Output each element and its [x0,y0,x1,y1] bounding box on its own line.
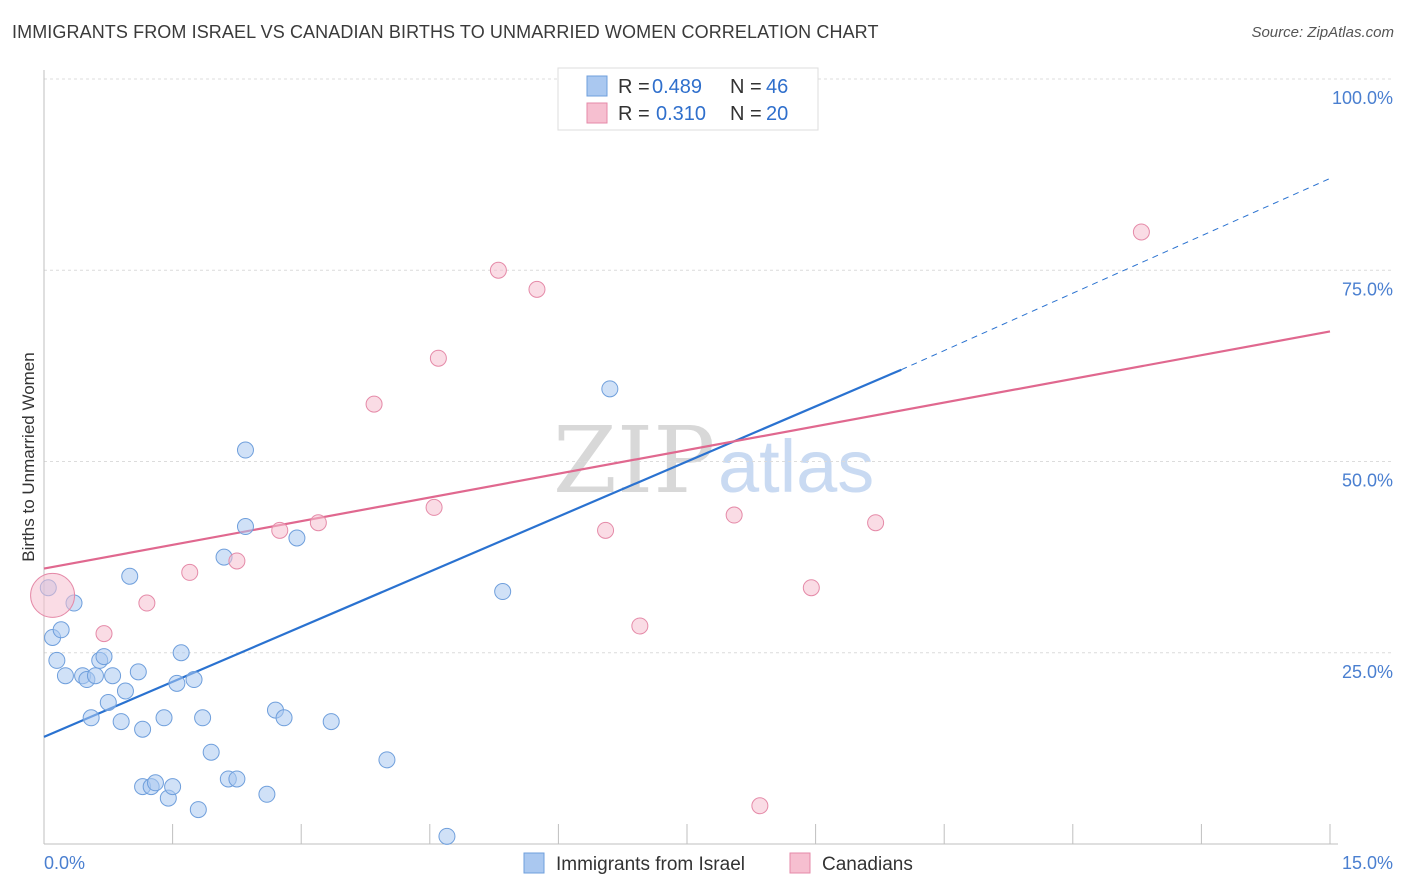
point-canadian [138,594,156,612]
y-tick-label: 25.0% [1342,662,1393,682]
legend-n-label-israel: N = [730,76,762,98]
point-canadian [1132,223,1150,241]
point-israel [185,671,203,689]
point-canadian [528,280,546,298]
point-canadian [725,506,743,524]
y-tick-label: 100.0% [1332,88,1393,108]
point-israel [494,583,512,601]
point-canadian [309,514,327,532]
point-israel [129,663,147,681]
point-canadian [228,552,246,570]
point-canadian [429,349,447,367]
bottom-legend-swatch-canada [789,852,811,874]
point-canadian [867,514,885,532]
y-tick-label: 75.0% [1342,279,1393,299]
point-israel [121,567,139,585]
point-canadian [489,261,507,279]
point-canadian [365,395,383,413]
point-israel [322,713,340,731]
point-israel [104,667,122,685]
point-canadian [751,797,769,815]
point-canadian [181,563,199,581]
trend-line-israel-extension [901,177,1331,371]
point-canadian [597,521,615,539]
legend-n-value-israel: 46 [766,76,788,98]
point-israel [438,827,456,845]
point-israel [275,709,293,727]
axes [43,70,1338,845]
x-tick-label: 0.0% [44,853,85,873]
point-israel [288,529,306,547]
point-israel [228,770,246,788]
point-israel [56,667,74,685]
point-israel [112,713,130,731]
point-canadian [271,521,289,539]
point-canadian [631,617,649,635]
trend-line-canada [43,330,1331,570]
x-tick-label: 15.0% [1342,853,1393,873]
point-israel [52,621,70,639]
legend-n-value-canada: 20 [766,103,788,125]
chart-source: Source: ZipAtlas.com [1251,24,1394,41]
bottom-legend-swatch-israel [523,852,545,874]
legend-r-value-israel: 0.489 [652,76,702,98]
point-israel [202,743,220,761]
point-canadian [30,572,76,618]
point-israel [189,801,207,819]
top-legend: R = 0.489 N = 46 R = 0.310 N = 20 [557,67,819,131]
point-israel [601,380,619,398]
point-israel [236,518,254,536]
y-axis-title: Births to Unmarried Women [19,352,38,561]
point-israel [82,709,100,727]
bottom-legend: Immigrants from Israel Canadians [523,852,913,875]
data-points [30,70,1150,845]
legend-r-value-canada: 0.310 [656,103,706,125]
y-tick-label: 50.0% [1342,471,1393,491]
legend-swatch-israel [586,75,608,97]
point-israel [172,644,190,662]
legend-r-label-canada: R = [618,103,650,125]
point-canadian [425,498,443,516]
point-israel [99,693,117,711]
point-israel [116,682,134,700]
chart-title: IMMIGRANTS FROM ISRAEL VS CANADIAN BIRTH… [12,22,879,42]
point-canadian [95,625,113,643]
point-israel [168,674,186,692]
bottom-legend-label-canada: Canadians [822,854,913,875]
legend-n-label-canada: N = [730,103,762,125]
point-israel [48,651,66,669]
point-israel [236,441,254,459]
point-israel [134,720,152,738]
point-israel [86,667,104,685]
point-israel [164,778,182,796]
grid [44,78,1392,654]
point-israel [258,785,276,803]
point-israel [155,709,173,727]
point-canadian [802,579,820,597]
bottom-legend-label-israel: Immigrants from Israel [556,854,745,875]
point-israel [146,774,164,792]
point-israel [95,648,113,666]
legend-swatch-canada [586,102,608,124]
legend-r-label-israel: R = [618,76,650,98]
point-israel [378,751,396,769]
tick-labels: 25.0% 50.0% 75.0% 100.0% 0.0% 15.0% [44,88,1393,873]
point-israel [194,709,212,727]
